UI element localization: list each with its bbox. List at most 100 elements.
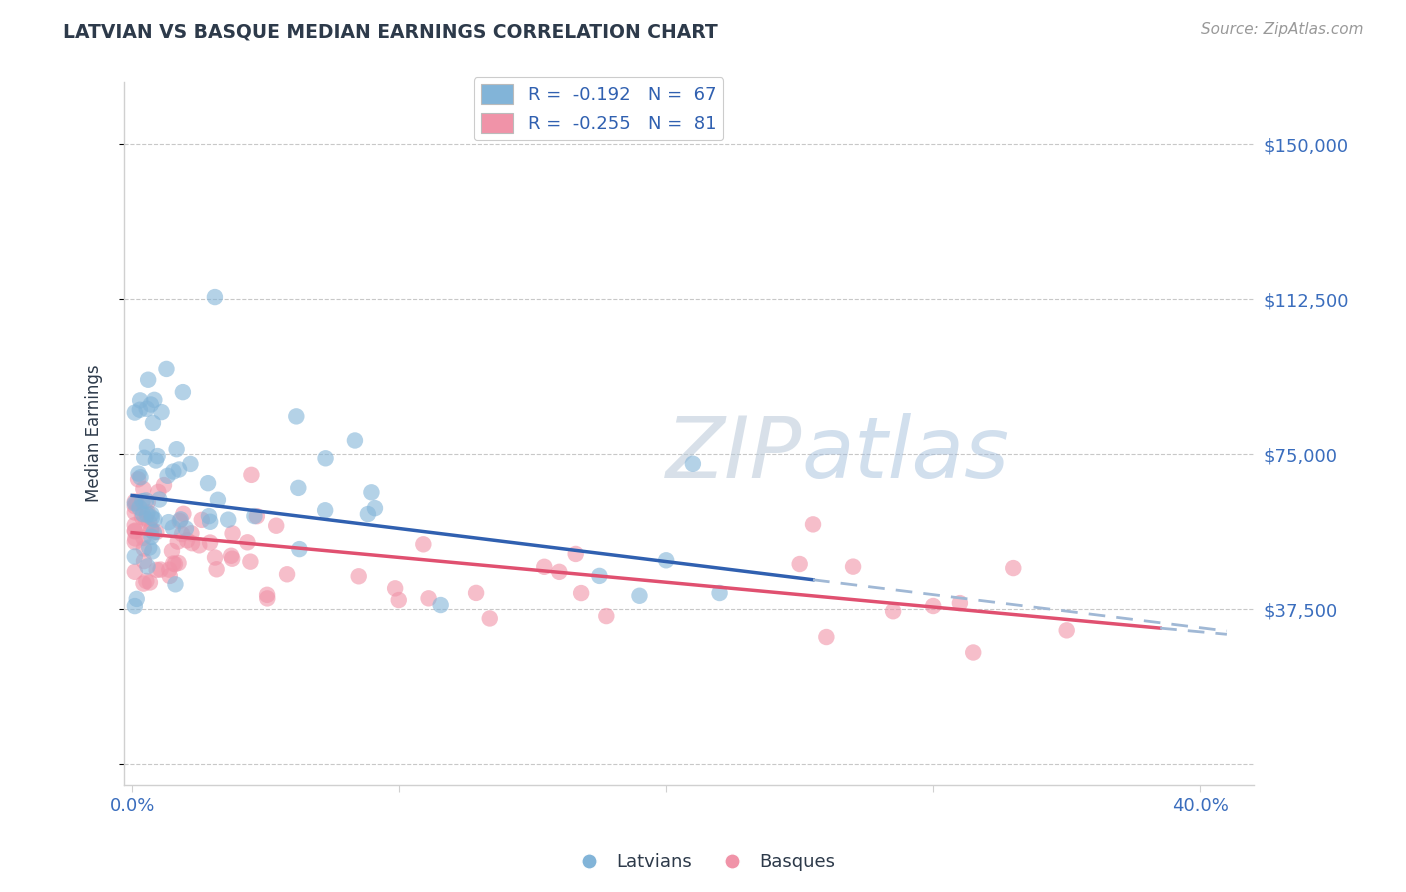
Point: [569, 586, 592, 600]
Point: [132, 507, 155, 521]
Point: [139, 523, 162, 537]
Point: [129, 393, 152, 408]
Point: [163, 557, 186, 571]
Point: [141, 530, 163, 544]
Point: [285, 409, 308, 424]
Point: [141, 522, 163, 536]
Point: [145, 563, 167, 577]
Point: [136, 559, 159, 574]
Point: [167, 462, 190, 476]
Point: [418, 591, 440, 606]
Point: [204, 290, 226, 304]
Point: [125, 591, 148, 606]
Point: [156, 468, 179, 483]
Point: [172, 507, 194, 521]
Point: [1002, 561, 1025, 575]
Point: [132, 482, 155, 496]
Point: [124, 524, 146, 539]
Point: [128, 467, 150, 481]
Point: [882, 604, 904, 618]
Point: [236, 535, 259, 549]
Point: [124, 524, 146, 538]
Point: [124, 406, 146, 420]
Point: [124, 565, 146, 579]
Point: [360, 485, 382, 500]
Point: [127, 472, 149, 486]
Point: [170, 527, 193, 541]
Point: [134, 511, 156, 525]
Point: [588, 569, 610, 583]
Point: [217, 513, 239, 527]
Point: [256, 588, 278, 602]
Point: [146, 449, 169, 463]
Point: [197, 476, 219, 491]
Point: [162, 465, 184, 479]
Point: [176, 533, 198, 548]
Point: [219, 549, 242, 563]
Point: [128, 500, 150, 515]
Point: [166, 534, 188, 549]
Point: [789, 557, 811, 571]
Point: [141, 544, 163, 558]
Point: [172, 385, 194, 400]
Point: [239, 555, 262, 569]
Point: [478, 611, 501, 625]
Point: [162, 557, 184, 571]
Point: [314, 503, 336, 517]
Point: [548, 565, 571, 579]
Point: [204, 550, 226, 565]
Point: [169, 514, 191, 528]
Point: [264, 518, 287, 533]
Point: [124, 535, 146, 549]
Point: [276, 567, 298, 582]
Point: [188, 538, 211, 552]
Point: [429, 598, 451, 612]
Text: LATVIAN VS BASQUE MEDIAN EARNINGS CORRELATION CHART: LATVIAN VS BASQUE MEDIAN EARNINGS CORREL…: [63, 22, 718, 41]
Point: [135, 401, 157, 416]
Point: [655, 553, 678, 567]
Point: [412, 537, 434, 551]
Point: [384, 582, 406, 596]
Point: [180, 526, 202, 541]
Point: [315, 451, 337, 466]
Point: [243, 509, 266, 524]
Point: [357, 507, 380, 521]
Point: [132, 541, 155, 556]
Point: [124, 518, 146, 533]
Point: [287, 481, 309, 495]
Text: atlas: atlas: [801, 413, 1010, 496]
Point: [132, 531, 155, 545]
Point: [136, 505, 159, 519]
Point: [246, 509, 269, 524]
Point: [288, 542, 311, 557]
Point: [160, 544, 183, 558]
Point: [129, 470, 152, 484]
Point: [191, 513, 214, 527]
Point: [142, 416, 165, 430]
Point: [125, 496, 148, 510]
Point: [143, 392, 166, 407]
Point: [124, 506, 146, 520]
Point: [198, 535, 221, 549]
Point: [343, 434, 366, 448]
Point: [124, 500, 146, 514]
Point: [181, 536, 204, 550]
Point: [136, 508, 159, 522]
Text: ZIP: ZIP: [665, 413, 801, 496]
Point: [801, 517, 824, 532]
Point: [148, 492, 170, 507]
Point: [142, 525, 165, 540]
Point: [205, 562, 228, 576]
Point: [141, 507, 163, 521]
Point: [128, 402, 150, 417]
Point: [150, 405, 173, 419]
Point: [364, 501, 387, 516]
Point: [465, 586, 488, 600]
Point: [595, 609, 617, 624]
Point: [155, 362, 177, 376]
Point: [207, 492, 229, 507]
Legend: Latvians, Basques: Latvians, Basques: [564, 847, 842, 879]
Point: [143, 512, 166, 526]
Point: [132, 554, 155, 568]
Point: [174, 522, 197, 536]
